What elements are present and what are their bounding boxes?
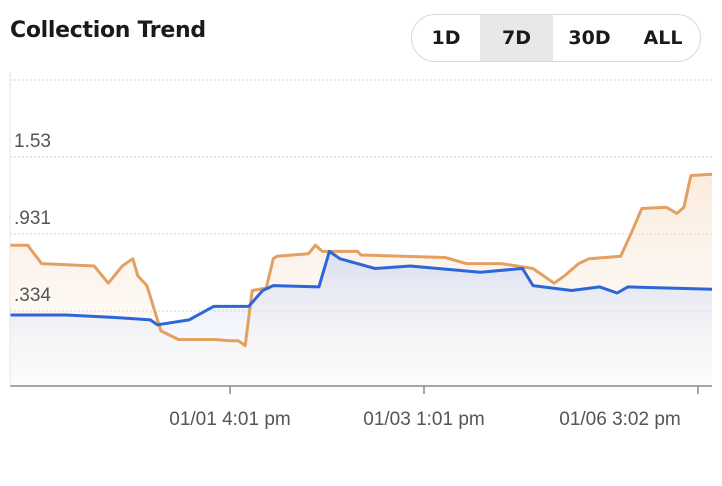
x-tick-label-1: 01/01 4:01 pm: [169, 409, 290, 430]
range-1d-button[interactable]: 1D: [431, 27, 461, 49]
range-7d-button[interactable]: 7D: [480, 15, 553, 61]
series-b-area: [10, 251, 712, 386]
range-all-button[interactable]: ALL: [643, 27, 683, 49]
y-tick-label-mid: .931: [14, 208, 51, 229]
series-a-line: [10, 172, 713, 348]
x-tick-label-2: 01/03 1:01 pm: [363, 409, 484, 430]
chart-title: Collection Trend: [10, 18, 206, 43]
y-tick-label-low: .334: [14, 285, 51, 306]
series-b-line: [10, 249, 713, 327]
time-range-selector: 1D 7D 30D ALL: [411, 14, 701, 62]
x-tick-label-3: 01/06 3:02 pm: [559, 409, 680, 430]
range-30d-button[interactable]: 30D: [568, 27, 611, 49]
y-tick-label-high: 1.53: [14, 131, 51, 152]
